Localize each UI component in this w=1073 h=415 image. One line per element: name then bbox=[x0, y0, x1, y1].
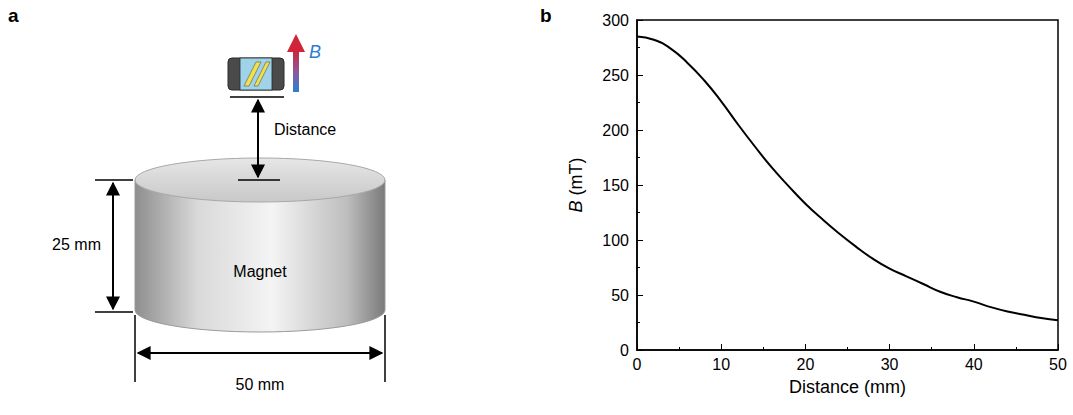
svg-text:(mT): (mT) bbox=[566, 158, 586, 201]
svg-text:50: 50 bbox=[1049, 356, 1067, 373]
svg-text:20: 20 bbox=[797, 356, 815, 373]
svg-text:300: 300 bbox=[602, 12, 629, 29]
svg-text:10: 10 bbox=[712, 356, 730, 373]
svg-text:50 mm: 50 mm bbox=[236, 376, 285, 393]
svg-text:150: 150 bbox=[602, 177, 629, 194]
svg-text:250: 250 bbox=[602, 67, 629, 84]
svg-text:0: 0 bbox=[633, 356, 642, 373]
svg-text:Distance (mm): Distance (mm) bbox=[789, 377, 906, 397]
svg-text:100: 100 bbox=[602, 232, 629, 249]
svg-text:B: B bbox=[566, 200, 586, 212]
svg-text:200: 200 bbox=[602, 122, 629, 139]
svg-text:B: B bbox=[309, 42, 321, 62]
svg-text:Magnet: Magnet bbox=[233, 263, 287, 280]
svg-text:30: 30 bbox=[881, 356, 899, 373]
svg-text:50: 50 bbox=[611, 287, 629, 304]
svg-text:25 mm: 25 mm bbox=[52, 236, 101, 253]
svg-text:a: a bbox=[8, 5, 19, 26]
svg-text:Distance: Distance bbox=[274, 121, 336, 138]
svg-text:b: b bbox=[540, 5, 552, 26]
svg-text:40: 40 bbox=[965, 356, 983, 373]
svg-text:0: 0 bbox=[620, 342, 629, 359]
